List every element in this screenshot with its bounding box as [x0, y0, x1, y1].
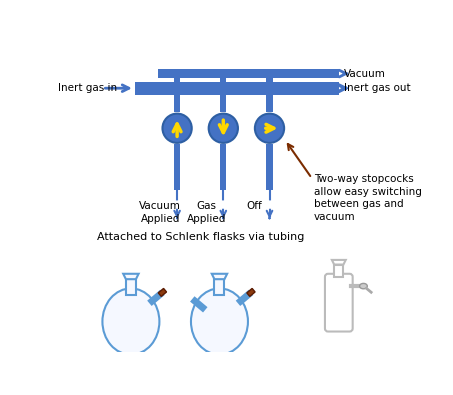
FancyBboxPatch shape — [126, 279, 136, 295]
Text: Inert gas out: Inert gas out — [344, 83, 411, 93]
Ellipse shape — [102, 288, 159, 355]
FancyBboxPatch shape — [174, 69, 180, 112]
FancyBboxPatch shape — [220, 69, 226, 112]
Polygon shape — [212, 274, 227, 279]
FancyBboxPatch shape — [135, 82, 339, 95]
Text: Off: Off — [246, 201, 262, 211]
Text: Two-way stopcocks
allow easy switching
between gas and
vacuum: Two-way stopcocks allow easy switching b… — [314, 175, 422, 222]
Text: Vacuum: Vacuum — [344, 69, 386, 79]
FancyBboxPatch shape — [334, 265, 343, 277]
Ellipse shape — [360, 283, 367, 289]
Ellipse shape — [191, 288, 248, 355]
FancyBboxPatch shape — [266, 69, 273, 112]
Circle shape — [255, 114, 284, 143]
FancyBboxPatch shape — [325, 274, 353, 331]
Text: Gas
Applied: Gas Applied — [187, 201, 226, 224]
FancyBboxPatch shape — [266, 145, 273, 190]
Text: Vacuum
Applied: Vacuum Applied — [139, 201, 181, 224]
FancyBboxPatch shape — [174, 145, 180, 190]
Text: Attached to Schlenk flasks via tubing: Attached to Schlenk flasks via tubing — [96, 232, 304, 242]
FancyBboxPatch shape — [214, 279, 225, 295]
Polygon shape — [247, 288, 255, 296]
Polygon shape — [123, 274, 139, 279]
Circle shape — [163, 114, 192, 143]
Text: Inert gas in: Inert gas in — [58, 83, 117, 93]
Polygon shape — [332, 260, 346, 265]
FancyBboxPatch shape — [220, 145, 226, 190]
Circle shape — [209, 114, 238, 143]
Polygon shape — [158, 288, 167, 296]
FancyBboxPatch shape — [158, 69, 339, 78]
